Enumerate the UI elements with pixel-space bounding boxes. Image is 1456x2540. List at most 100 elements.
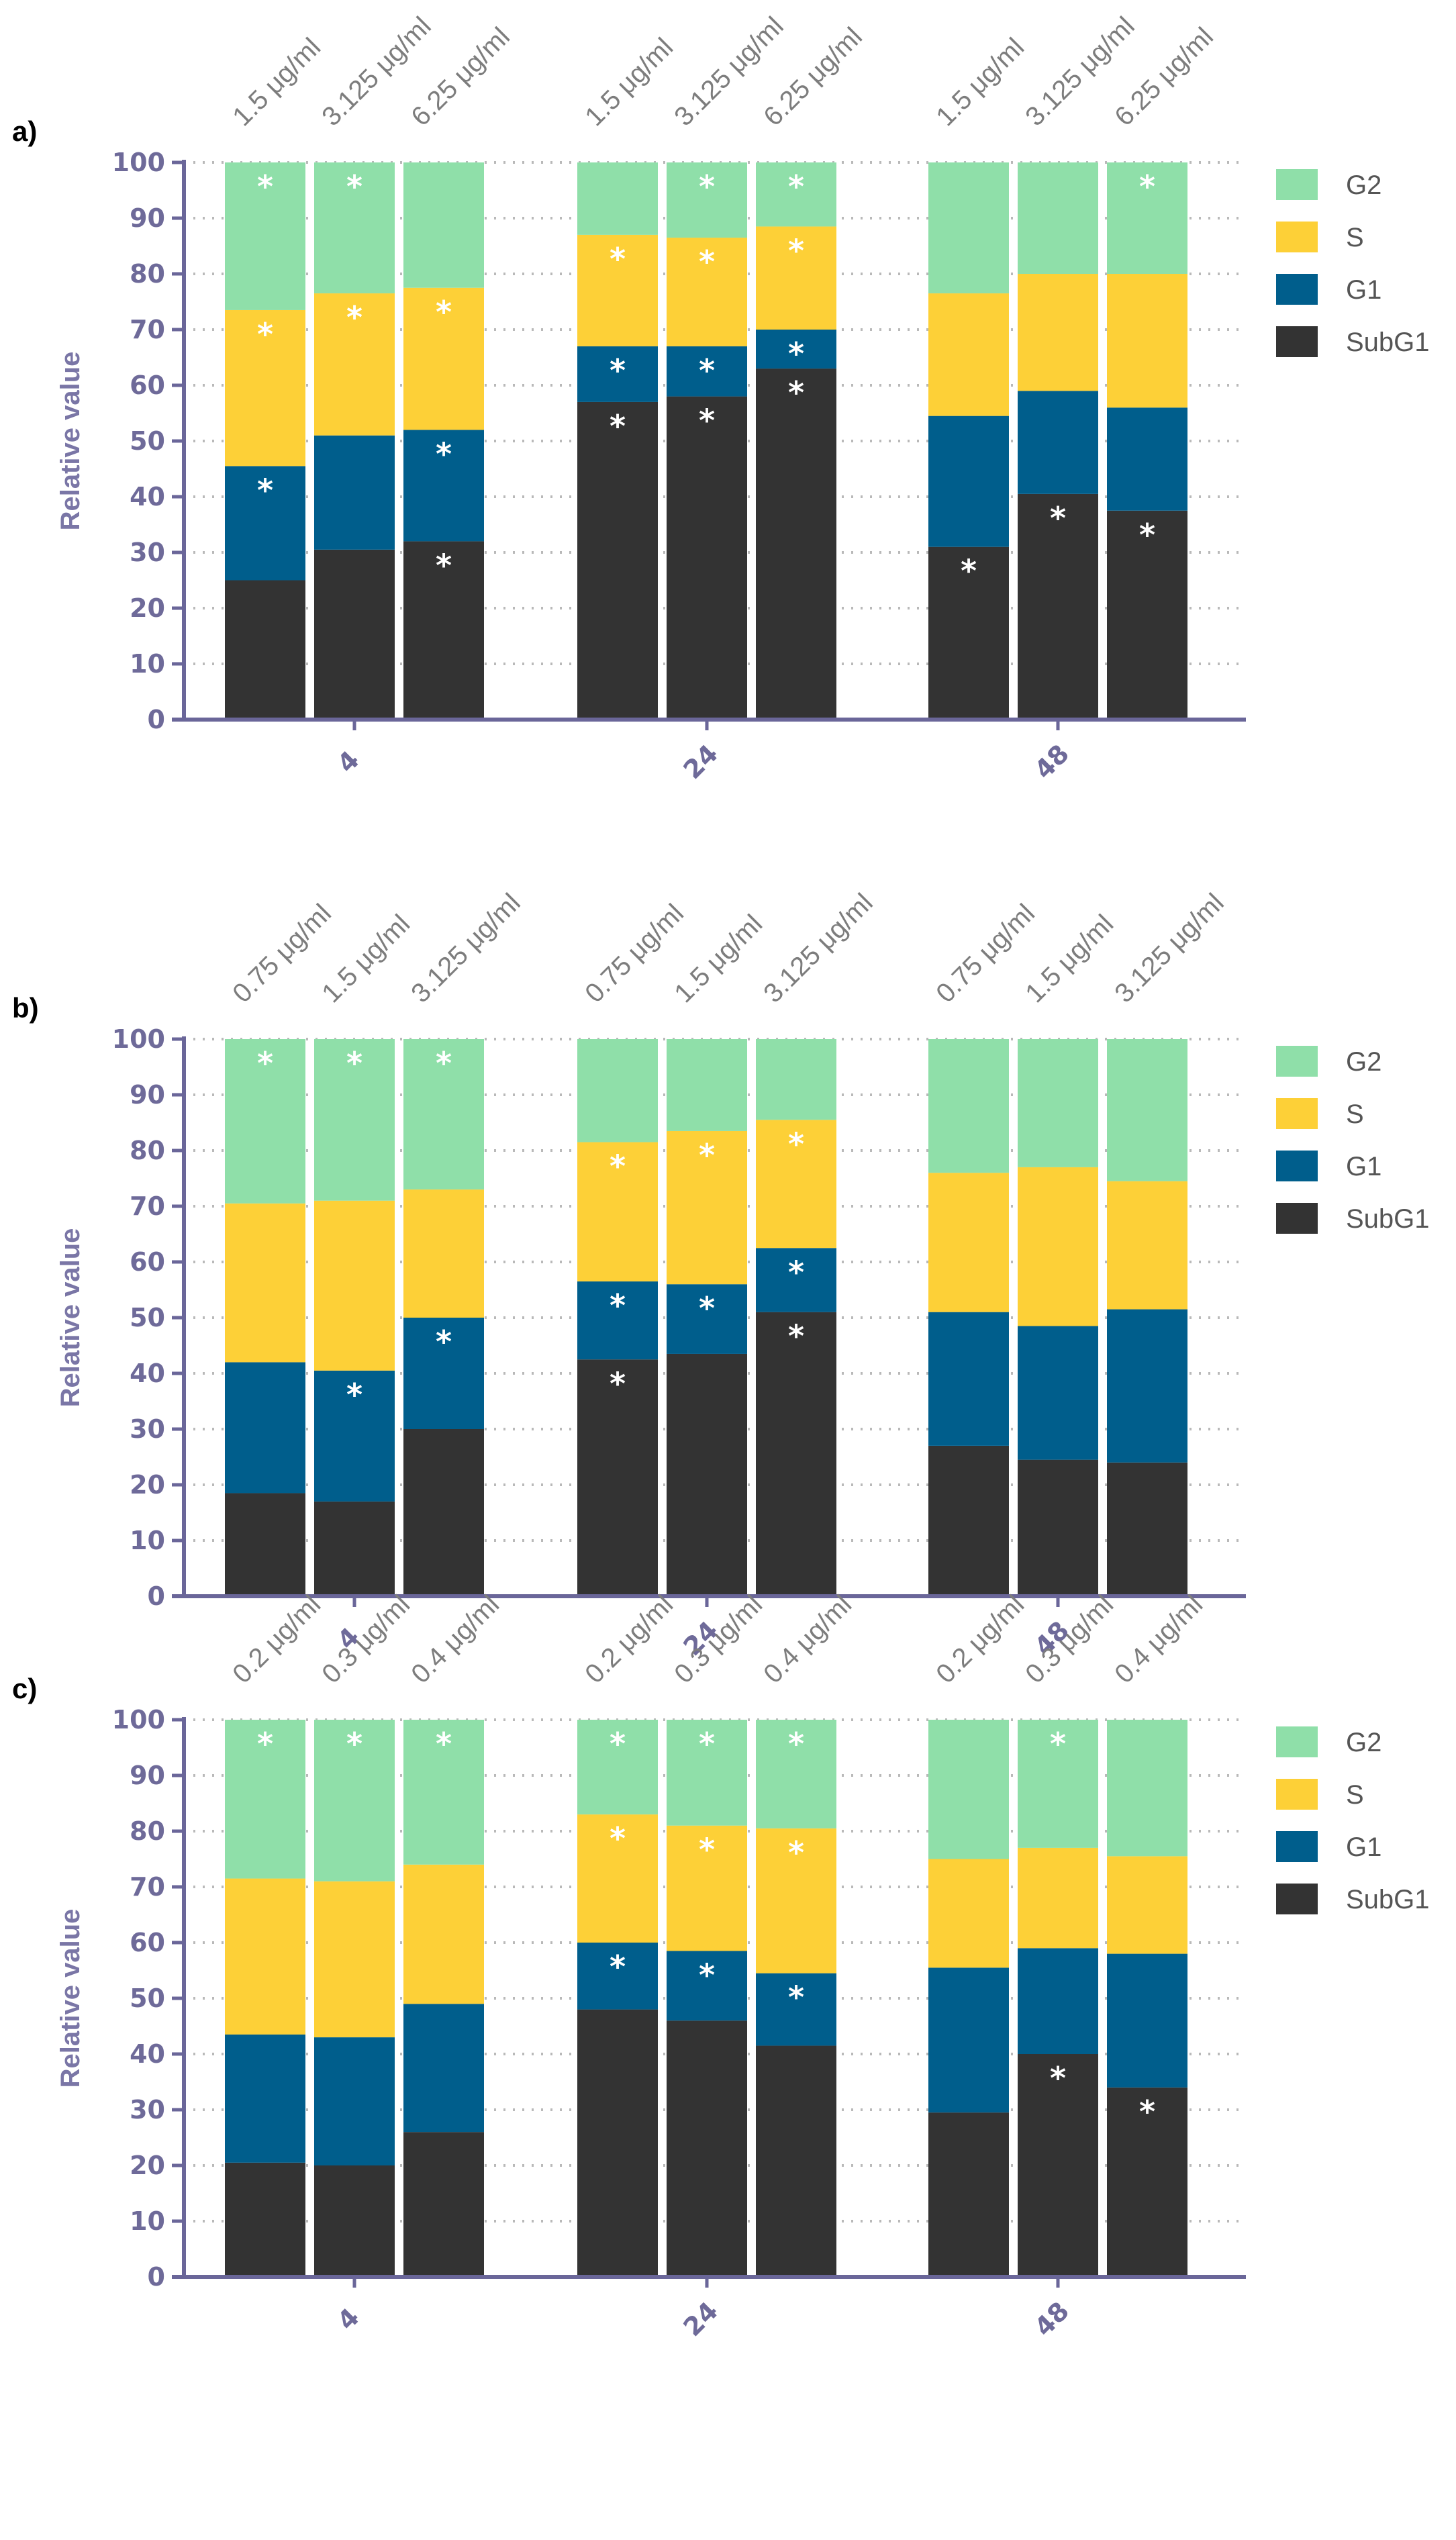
- bar-segment-subg1: [314, 1501, 395, 1596]
- bar-segment-subg1: [225, 1493, 305, 1596]
- bar-segment-s: [1018, 1167, 1098, 1326]
- legend-swatch-subg1: [1276, 326, 1318, 357]
- significance-star: *: [699, 1290, 715, 1326]
- bar-segment-subg1: [577, 401, 658, 720]
- y-tick-label: 100: [112, 1024, 165, 1054]
- significance-star: *: [1050, 500, 1066, 536]
- significance-star: *: [1139, 168, 1155, 205]
- significance-star: *: [961, 553, 977, 589]
- significance-star: *: [257, 472, 273, 508]
- y-tick-label: 90: [130, 1761, 165, 1790]
- significance-star: *: [699, 168, 715, 205]
- x-category-label: 4: [332, 745, 365, 779]
- x-category-label: 48: [1029, 739, 1075, 785]
- significance-star: *: [699, 403, 715, 439]
- significance-star: *: [436, 294, 452, 330]
- significance-star: *: [699, 244, 715, 280]
- significance-star: *: [699, 1832, 715, 1868]
- significance-star: *: [788, 1835, 804, 1871]
- bar-segment-s: [314, 1200, 395, 1371]
- y-tick-label: 90: [130, 1080, 165, 1110]
- significance-star: *: [257, 316, 273, 352]
- legend-swatch-subg1: [1276, 1884, 1318, 1914]
- y-tick-label: 60: [130, 371, 165, 400]
- bar-segment-g2: [1018, 1720, 1098, 1848]
- bar-segment-g1: [1107, 1309, 1187, 1463]
- y-tick-label: 30: [130, 1414, 165, 1444]
- y-tick-label: 100: [112, 148, 165, 177]
- significance-star: *: [346, 1726, 362, 1762]
- bar-segment-subg1: [1107, 510, 1187, 720]
- bar-segment-g1: [1018, 1326, 1098, 1460]
- bar-segment-g1: [314, 1370, 395, 1502]
- bar-segment-g2: [225, 162, 305, 310]
- bar-segment-s: [403, 287, 484, 430]
- significance-star: *: [257, 1045, 273, 1081]
- bar-segment-g1: [1018, 1948, 1098, 2054]
- significance-star: *: [346, 299, 362, 336]
- bar-segment-subg1: [1018, 493, 1098, 720]
- y-tick-label: 50: [130, 426, 165, 456]
- y-tick-label: 40: [130, 1359, 165, 1388]
- concentration-label: 3.125 μg/ml: [1109, 888, 1229, 1008]
- bar-segment-g1: [225, 2034, 305, 2163]
- y-tick-label: 60: [130, 1928, 165, 1957]
- bar-segment-subg1: [403, 1429, 484, 1596]
- bar-segment-subg1: [756, 369, 836, 720]
- legend-label: SubG1: [1346, 1204, 1430, 1234]
- significance-star: *: [788, 1318, 804, 1355]
- y-tick-label: 50: [130, 1303, 165, 1332]
- bar-segment-g1: [1107, 407, 1187, 511]
- bar-segment-g1: [928, 416, 1009, 547]
- y-tick-label: 20: [130, 2151, 165, 2180]
- y-tick-label: 40: [130, 482, 165, 511]
- significance-star: *: [1139, 517, 1155, 553]
- bar-segment-g1: [756, 330, 836, 369]
- significance-star: *: [610, 1726, 626, 1762]
- bar-segment-s: [225, 309, 305, 467]
- y-tick-label: 50: [130, 1984, 165, 2013]
- concentration-label: 0.2 μg/ml: [579, 1590, 679, 1689]
- bar-segment-subg1: [1018, 2054, 1098, 2277]
- y-axis-title: Relative value: [56, 352, 85, 531]
- bar-segment-g2: [403, 1720, 484, 1865]
- bar-segment-s: [756, 1120, 836, 1249]
- bar-segment-subg1: [577, 1359, 658, 1596]
- significance-star: *: [788, 232, 804, 268]
- bar-segment-g2: [225, 1720, 305, 1879]
- y-tick-label: 100: [112, 1705, 165, 1735]
- y-tick-label: 70: [130, 1872, 165, 1902]
- legend-swatch-g2: [1276, 1046, 1318, 1077]
- bar-segment-s: [225, 1203, 305, 1363]
- bar-segment-g1: [403, 2004, 484, 2133]
- bar-segment-g1: [314, 2037, 395, 2165]
- bar-segment-s: [667, 1130, 747, 1285]
- legend-swatch-subg1: [1276, 1203, 1318, 1234]
- bar-segment-s: [403, 1189, 484, 1318]
- significance-star: *: [610, 1287, 626, 1324]
- y-tick-label: 10: [130, 649, 165, 679]
- legend-label: S: [1346, 223, 1364, 252]
- bar-segment-g2: [314, 162, 395, 294]
- bar-segment-g2: [1018, 1039, 1098, 1167]
- significance-star: *: [610, 1149, 626, 1185]
- significance-star: *: [1050, 2060, 1066, 2096]
- bar-segment-s: [314, 1881, 395, 2038]
- significance-star: *: [610, 408, 626, 444]
- significance-star: *: [610, 241, 626, 277]
- bar-segment-subg1: [667, 2020, 747, 2277]
- legend-label: G2: [1346, 170, 1381, 200]
- bar-segment-subg1: [403, 541, 484, 720]
- y-tick-label: 80: [130, 1136, 165, 1165]
- concentration-label: 3.125 μg/ml: [758, 888, 878, 1008]
- legend-label: G2: [1346, 1047, 1381, 1077]
- bar-segment-g1: [1018, 391, 1098, 494]
- bar-segment-g2: [756, 162, 836, 227]
- bar-segment-g1: [667, 1951, 747, 2021]
- y-tick-label: 20: [130, 593, 165, 623]
- y-axis-title: Relative value: [56, 1228, 85, 1408]
- bar-segment-subg1: [928, 2112, 1009, 2277]
- y-tick-label: 30: [130, 538, 165, 567]
- legend-label: G2: [1346, 1728, 1381, 1757]
- y-tick-label: 40: [130, 2039, 165, 2069]
